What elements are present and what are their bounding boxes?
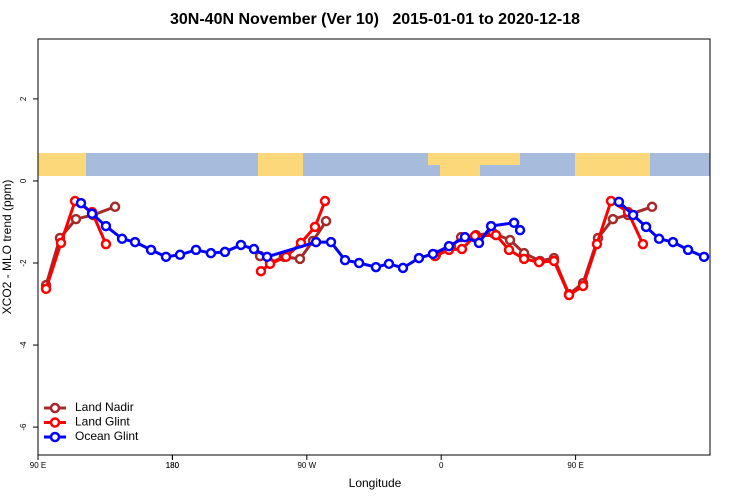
- data-point: [607, 213, 619, 225]
- legend-marker: [49, 402, 61, 414]
- data-point: [109, 201, 121, 213]
- data-point: [310, 236, 322, 248]
- data-point: [682, 244, 694, 256]
- data-point: [100, 238, 112, 250]
- data-point: [533, 256, 545, 268]
- x-tick-label: 90 E: [567, 461, 583, 470]
- data-point: [353, 257, 365, 269]
- data-point: [235, 239, 247, 251]
- data-point: [370, 261, 382, 273]
- data-point: [129, 236, 141, 248]
- data-point: [698, 251, 710, 263]
- data-point: [485, 220, 497, 232]
- data-point: [490, 229, 502, 241]
- legend-marker: [49, 417, 61, 428]
- legend-label: Ocean Glint: [75, 429, 139, 443]
- data-point: [145, 244, 157, 256]
- data-point: [653, 233, 665, 245]
- data-point: [319, 195, 331, 207]
- data-point: [548, 255, 560, 267]
- data-point: [646, 201, 658, 213]
- y-tick-label: -4: [19, 341, 28, 349]
- data-point: [427, 248, 439, 260]
- data-point: [504, 234, 516, 246]
- data-point: [86, 208, 98, 220]
- x-tick-label: 0: [439, 461, 444, 470]
- data-point: [508, 217, 520, 229]
- y-tick-label: -6: [19, 423, 28, 431]
- data-point: [473, 237, 485, 249]
- x-tick-label: 180: [166, 461, 180, 470]
- data-point: [219, 246, 231, 258]
- map-strip: [38, 153, 710, 176]
- data-point: [667, 236, 679, 248]
- data-point: [397, 262, 409, 274]
- legend-label: Land Nadir: [75, 400, 134, 414]
- y-axis-label: XCO2 - MLO trend (ppm): [0, 180, 14, 315]
- data-point: [205, 247, 217, 259]
- data-point: [339, 254, 351, 266]
- data-point: [70, 213, 82, 225]
- legend-label: Land Glint: [75, 415, 130, 429]
- data-point: [518, 253, 530, 265]
- data-point: [75, 197, 87, 209]
- data-point: [613, 196, 625, 208]
- data-point: [514, 224, 526, 236]
- data-point: [563, 289, 575, 301]
- data-point: [280, 251, 292, 263]
- y-tick-label: 0: [19, 178, 28, 183]
- data-point: [309, 221, 321, 233]
- plot-frame: [37, 38, 711, 456]
- data-point: [577, 280, 589, 292]
- data-point: [503, 244, 515, 256]
- data-point: [255, 265, 267, 277]
- data-point: [413, 252, 425, 264]
- data-point: [55, 237, 67, 249]
- x-tick-label: 90 W: [297, 461, 316, 470]
- data-point: [190, 244, 202, 256]
- data-point: [443, 240, 455, 252]
- x-axis-label: Longitude: [349, 476, 402, 490]
- data-point: [261, 251, 273, 263]
- data-point: [160, 251, 172, 263]
- x-tick-label: 90 E: [30, 461, 46, 470]
- data-point: [174, 249, 186, 261]
- data-point: [100, 220, 112, 232]
- chart-title: 30N-40N November (Ver 10) 2015-01-01 to …: [170, 11, 580, 28]
- data-point: [320, 215, 332, 227]
- data-point: [383, 258, 395, 270]
- data-point: [248, 243, 260, 255]
- series-line: [435, 205, 653, 297]
- data-point: [637, 238, 649, 250]
- x-tick-label: 180: [166, 461, 180, 470]
- data-point: [116, 233, 128, 245]
- data-point: [591, 238, 603, 250]
- y-tick-label: 2: [19, 96, 28, 101]
- data-point: [640, 221, 652, 233]
- data-point: [40, 283, 52, 295]
- data-point: [325, 236, 337, 248]
- data-point: [627, 209, 639, 221]
- data-point: [459, 231, 471, 243]
- y-tick-label: -2: [19, 259, 28, 267]
- data-point: [456, 243, 468, 255]
- data-point: [294, 253, 306, 265]
- legend-marker: [49, 431, 61, 443]
